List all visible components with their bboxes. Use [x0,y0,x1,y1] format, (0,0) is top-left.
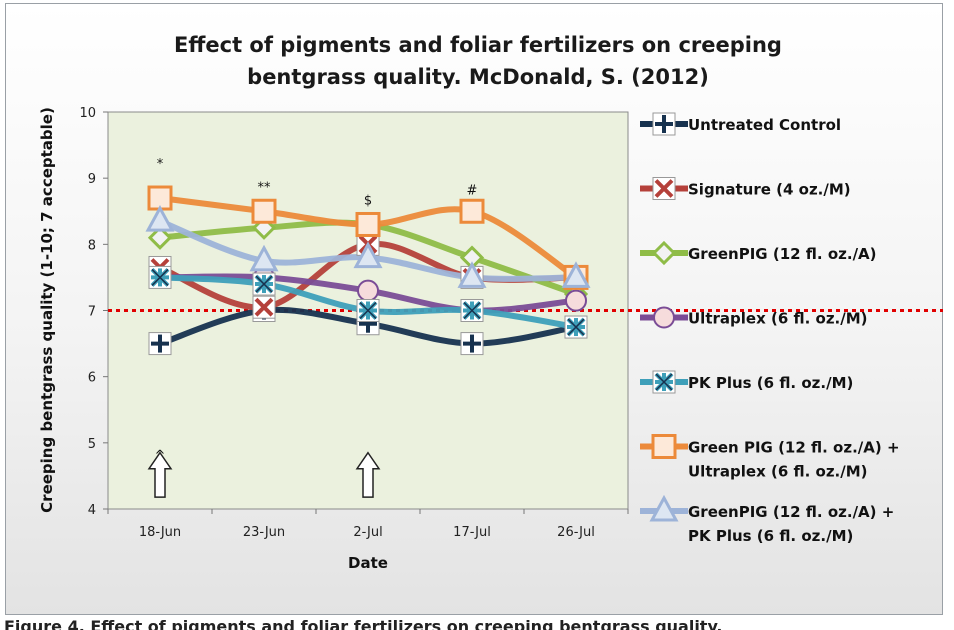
legend-label: PK Plus (6 fl. oz./M) [688,374,853,392]
data-point [457,261,487,288]
data-point [459,198,485,224]
y-tick-label: 9 [88,172,96,187]
data-point [357,279,379,302]
legend-label: GreenPIG (12 fl. oz./A) [688,245,877,263]
legend-label: GreenPIG (12 fl. oz./A) + [688,503,894,521]
legend-marker-stroke [655,373,673,391]
legend-entry: Ultraplex (6 fl. oz./M) [640,306,868,329]
application-arrow [147,451,173,498]
figure-caption: Figure 4. Effect of pigments and foliar … [4,617,723,630]
y-tick-label: 10 [79,106,96,121]
y-tick-label: 4 [88,503,96,518]
legend-label: Ultraplex (6 fl. oz./M) [688,463,868,481]
x-axis-ticks: 18-Jun 23-Jun 2-Jul 17-Jul 26-Jul [107,509,629,540]
data-point-stroke [359,301,377,320]
legend-label: Signature (4 oz./M) [688,181,851,199]
series-markers-6 [145,205,591,288]
annotation-layer: ***$#^ [147,157,478,498]
legend-entry: GreenPIG (12 fl. oz./A) [640,240,877,266]
data-point [565,289,587,312]
legend-marker [649,494,679,522]
significance-marker: $ [364,194,372,209]
y-axis-title: Creeping bentgrass quality (1-10; 7 acce… [38,107,56,513]
y-tick-label: 8 [88,238,96,253]
data-point [249,244,279,272]
legend-marker [651,434,677,459]
y-tick-label: 5 [88,437,96,452]
x-tick-label: 23-Jun [243,525,285,540]
significance-marker: ** [258,180,272,195]
chart-title-line-2: bentgrass quality. McDonald, S. (2012) [247,65,709,89]
legend-entry: Untreated Control [640,112,841,136]
data-point [353,241,383,269]
legend-entry: Green PIG (12 fl. oz./A) + Ultraplex (6 f… [640,434,900,481]
chart-title-line-1: Effect of pigments and foliar fertilizer… [174,33,782,57]
data-point-stroke [255,275,273,293]
x-axis-title: Date [348,554,388,572]
legend-marker-stroke [654,179,674,198]
legend-entry: Signature (4 oz./M) [640,177,851,200]
legend-entry: GreenPIG (12 fl. oz./A) + PK Plus (6 fl. … [640,494,894,545]
data-point-stroke [463,301,481,320]
legend-marker [651,240,677,266]
legend-label: Ultraplex (6 fl. oz./M) [688,310,868,328]
legend: Untreated Control Signature (4 oz./M) Gree… [640,112,900,545]
data-point [355,211,381,237]
y-axis-ticks: 4 5 6 7 8 9 10 [79,106,108,518]
data-point-stroke [254,297,274,317]
x-tick-label: 18-Jun [139,525,181,540]
series-layer [145,185,591,356]
data-point-stroke [567,318,585,336]
x-tick-label: 17-Jul [453,525,491,540]
legend-label: PK Plus (6 fl. oz./M) [688,527,853,545]
legend-marker [653,306,675,329]
data-point [145,205,175,232]
significance-marker: * [157,157,164,172]
series-markers-4 [148,265,588,339]
significance-marker: # [467,184,478,199]
legend-label: Untreated Control [688,116,841,134]
y-tick-label: 7 [88,305,96,320]
data-point [561,261,591,288]
legend-label: Green PIG (12 fl. oz./A) + [688,439,900,457]
x-tick-label: 2-Jul [353,525,382,540]
y-tick-label: 6 [88,371,96,386]
application-arrow [355,451,381,498]
data-point-stroke [151,268,169,286]
data-point [147,225,173,250]
legend-entry: PK Plus (6 fl. oz./M) [640,370,853,394]
x-tick-label: 26-Jul [557,525,595,540]
data-point [251,198,277,224]
